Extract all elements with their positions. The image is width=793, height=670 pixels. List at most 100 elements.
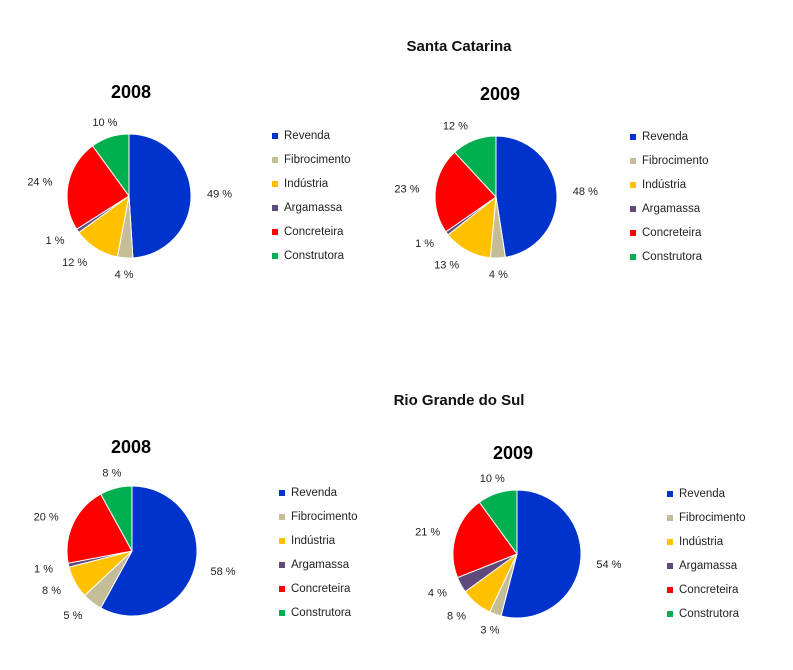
legend-item-construtora: Construtora [667,602,745,626]
chart-title-rs-2008: 2008 [110,437,152,457]
data-label-fibrocimento: 3 % [480,624,499,636]
legend-label: Revenda [291,487,338,499]
legend-item-industria: Indústria [630,173,708,197]
legend-swatch [667,539,673,545]
legend-item-construtora: Construtora [630,245,708,269]
legend-swatch [667,611,673,617]
chart-title-rs-2009: 2009 [492,443,534,463]
legend-swatch [272,253,278,259]
pie-chart-rs-2009: 54 % 3 % 8 %4 % 21 % 10 % [415,473,622,636]
data-label-revenda: 58 % [211,566,236,578]
legend-label: Fibrocimento [679,512,746,524]
legend-rs-2008: Revenda Fibrocimento Indústria Argamassa Con… [279,481,357,625]
chart-title-sc-2009: 2009 [479,84,521,104]
data-label-concreteira: 24 % [27,176,52,188]
data-label-argamassa: 1 % [46,235,65,247]
legend-label: Indústria [642,179,687,191]
data-label-fibrocimento: 4 % [489,269,508,281]
legend-swatch [667,563,673,569]
data-label-revenda: 49 % [207,189,232,201]
data-label-fibrocimento: 4 % [115,269,134,281]
pie-slice-revenda [100,485,198,617]
legend-label: Fibrocimento [291,511,358,523]
legend-item-construtora: Construtora [272,244,350,268]
pie-slice-concreteira [66,145,130,230]
legend-item-concreteira: Concreteira [272,220,350,244]
data-label-industria: 12 % [62,257,87,269]
legend-item-concreteira: Concreteira [279,577,357,601]
pie-slice-revenda [500,489,582,619]
legend-item-fibrocimento: Fibrocimento [272,148,350,172]
legend-swatch [630,206,636,212]
data-label-construtora: 10 % [480,473,505,485]
legend-label: Revenda [284,130,331,142]
pie-slice-construtora [91,133,130,198]
legend-item-revenda: Revenda [272,124,350,148]
legend-label: Construtora [291,607,352,619]
legend-item-revenda: Revenda [667,482,745,506]
region-title-santa-catarina: Santa Catarina [406,38,512,55]
data-label-industria: 8 % [447,611,466,623]
legend-item-fibrocimento: Fibrocimento [279,505,357,529]
pie-slice-construtora [100,485,133,552]
legend-swatch [630,134,636,140]
legend-item-industria: Indústria [279,529,357,553]
data-label-concreteira: 21 % [415,527,440,539]
legend-rs-2009: Revenda Fibrocimento Indústria Argamassa Con… [667,482,745,626]
legend-label: Fibrocimento [642,155,709,167]
data-label-argamassa: 1 % [34,564,53,576]
legend-swatch [667,587,673,593]
data-label-construtora: 12 % [443,120,468,132]
legend-item-fibrocimento: Fibrocimento [667,506,745,530]
legend-swatch [279,490,285,496]
legend-label: Fibrocimento [284,154,351,166]
legend-sc-2009: Revenda Fibrocimento Indústria Argamassa Con… [630,125,708,269]
legend-label: Concreteira [291,583,351,595]
legend-label: Concreteira [642,227,702,239]
legend-swatch [279,610,285,616]
legend-label: Concreteira [679,584,739,596]
legend-swatch [272,205,278,211]
legend-swatch [279,562,285,568]
legend-item-concreteira: Concreteira [630,221,708,245]
legend-item-industria: Indústria [272,172,350,196]
legend-swatch [279,538,285,544]
data-label-fibrocimento: 5 % [63,610,82,622]
data-label-industria: 8 % [42,585,61,597]
legend-label: Revenda [642,131,689,143]
pie-chart-sc-2008: 49 % 4 % 12 % 1 % 24 % 10 % [27,117,232,281]
data-label-construtora: 8 % [102,468,121,480]
legend-swatch [272,133,278,139]
legend-swatch [667,491,673,497]
legend-label: Argamassa [291,559,350,571]
legend-item-argamassa: Argamassa [630,197,708,221]
pie-chart-sc-2009: 48 % 4 % 13 %1 % 23 % 12 % [394,120,598,281]
legend-label: Argamassa [284,202,343,214]
legend-swatch [630,254,636,260]
chart-title-sc-2008: 2008 [110,82,152,102]
legend-label: Argamassa [679,560,738,572]
pie-slice-concreteira [434,151,497,233]
pie-slice-revenda [495,135,558,258]
legend-swatch [630,182,636,188]
pie-slice-concreteira [452,501,518,579]
data-label-construtora: 10 % [92,117,117,129]
pie-slice-construtora [478,489,518,556]
pie-slice-concreteira [66,493,133,564]
legend-swatch [279,514,285,520]
legend-item-construtora: Construtora [279,601,357,625]
legend-label: Concreteira [284,226,344,238]
legend-item-revenda: Revenda [630,125,708,149]
legend-item-argamassa: Argamassa [667,554,745,578]
legend-swatch [630,230,636,236]
legend-swatch [272,157,278,163]
data-label-concreteira: 23 % [394,184,419,196]
legend-swatch [272,229,278,235]
legend-label: Revenda [679,488,726,500]
data-label-argamassa: 1 % [415,238,434,250]
data-label-industria: 13 % [434,260,459,272]
legend-label: Argamassa [642,203,701,215]
pie-slice-construtora [453,135,497,199]
legend-item-fibrocimento: Fibrocimento [630,149,708,173]
legend-item-argamassa: Argamassa [272,196,350,220]
